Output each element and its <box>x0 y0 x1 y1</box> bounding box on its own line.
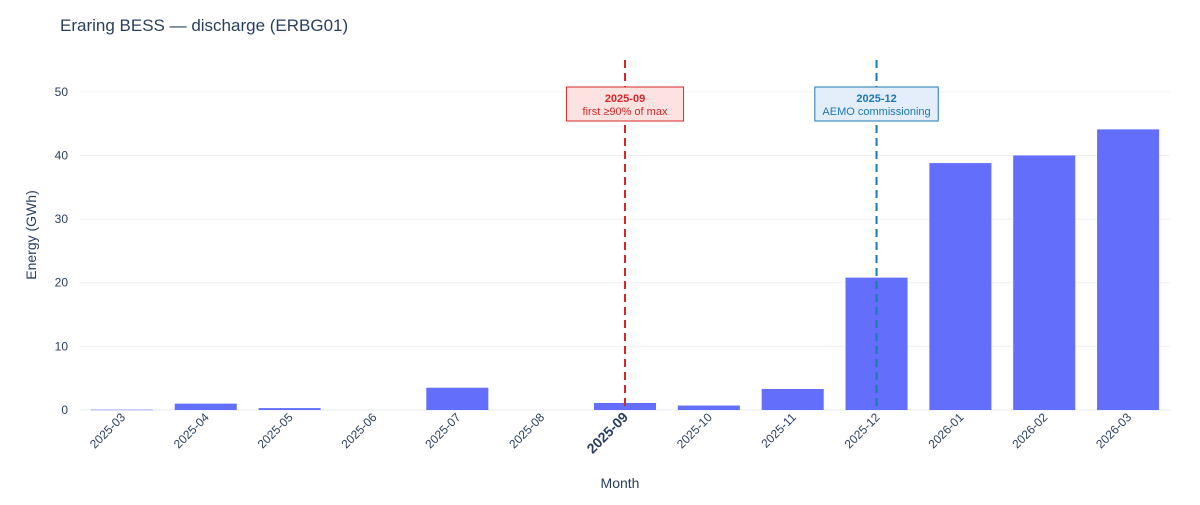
x-tick-label: 2025-05 <box>255 410 296 451</box>
y-tick-label: 40 <box>55 148 69 162</box>
bar-2025-03 <box>90 409 153 411</box>
bar-2025-10 <box>677 405 740 410</box>
x-tick-label: 2025-10 <box>674 410 715 451</box>
annotation-box <box>814 86 939 122</box>
bar-2026-03 <box>1097 129 1160 410</box>
annotation-text: AEMO commissioning <box>822 106 930 118</box>
chart-title: Eraring BESS — discharge (ERBG01) <box>60 16 348 35</box>
x-tick-label: 2025-12 <box>842 410 883 451</box>
y-tick-label: 0 <box>61 403 68 417</box>
x-tick-label: 2025-09 <box>583 409 631 457</box>
x-axis-ticks: 2025-03 2025-04 2025-05 2025-06 2025-07 2025-… <box>87 409 1134 457</box>
x-tick-label: 2025-03 <box>87 410 128 451</box>
y-axis-ticks: 0 10 20 30 40 50 <box>55 85 69 417</box>
bar-2026-02 <box>1013 155 1076 410</box>
x-tick-label: 2025-08 <box>506 410 547 451</box>
x-tick-label: 2026-01 <box>925 410 966 451</box>
x-tick-label: 2026-02 <box>1009 410 1050 451</box>
bar-2025-04 <box>174 403 237 410</box>
x-tick-label: 2025-11 <box>758 410 799 451</box>
bar-2026-01 <box>929 163 992 410</box>
x-axis-label: Month <box>601 475 640 491</box>
bar-2025-05 <box>258 408 321 410</box>
annotation-title: 2025-09 <box>605 93 645 105</box>
x-tick-label: 2025-06 <box>339 410 380 451</box>
annotation-title: 2025-12 <box>856 93 896 105</box>
bars <box>90 129 1160 411</box>
y-axis-label: Energy (GWh) <box>23 190 39 279</box>
y-tick-label: 20 <box>55 276 69 290</box>
bar-2025-11 <box>761 389 824 410</box>
x-tick-label: 2026-03 <box>1093 410 1134 451</box>
annotation-box <box>565 86 685 122</box>
y-tick-label: 30 <box>55 212 69 226</box>
annotation-text: first ≥90% of max <box>583 106 668 118</box>
bar-2025-07 <box>426 387 489 410</box>
bar-2025-09 <box>593 403 657 410</box>
x-tick-label: 2025-07 <box>422 410 463 451</box>
y-tick-label: 10 <box>55 339 69 353</box>
x-tick-label: 2025-04 <box>171 410 212 451</box>
y-tick-label: 50 <box>55 85 69 99</box>
